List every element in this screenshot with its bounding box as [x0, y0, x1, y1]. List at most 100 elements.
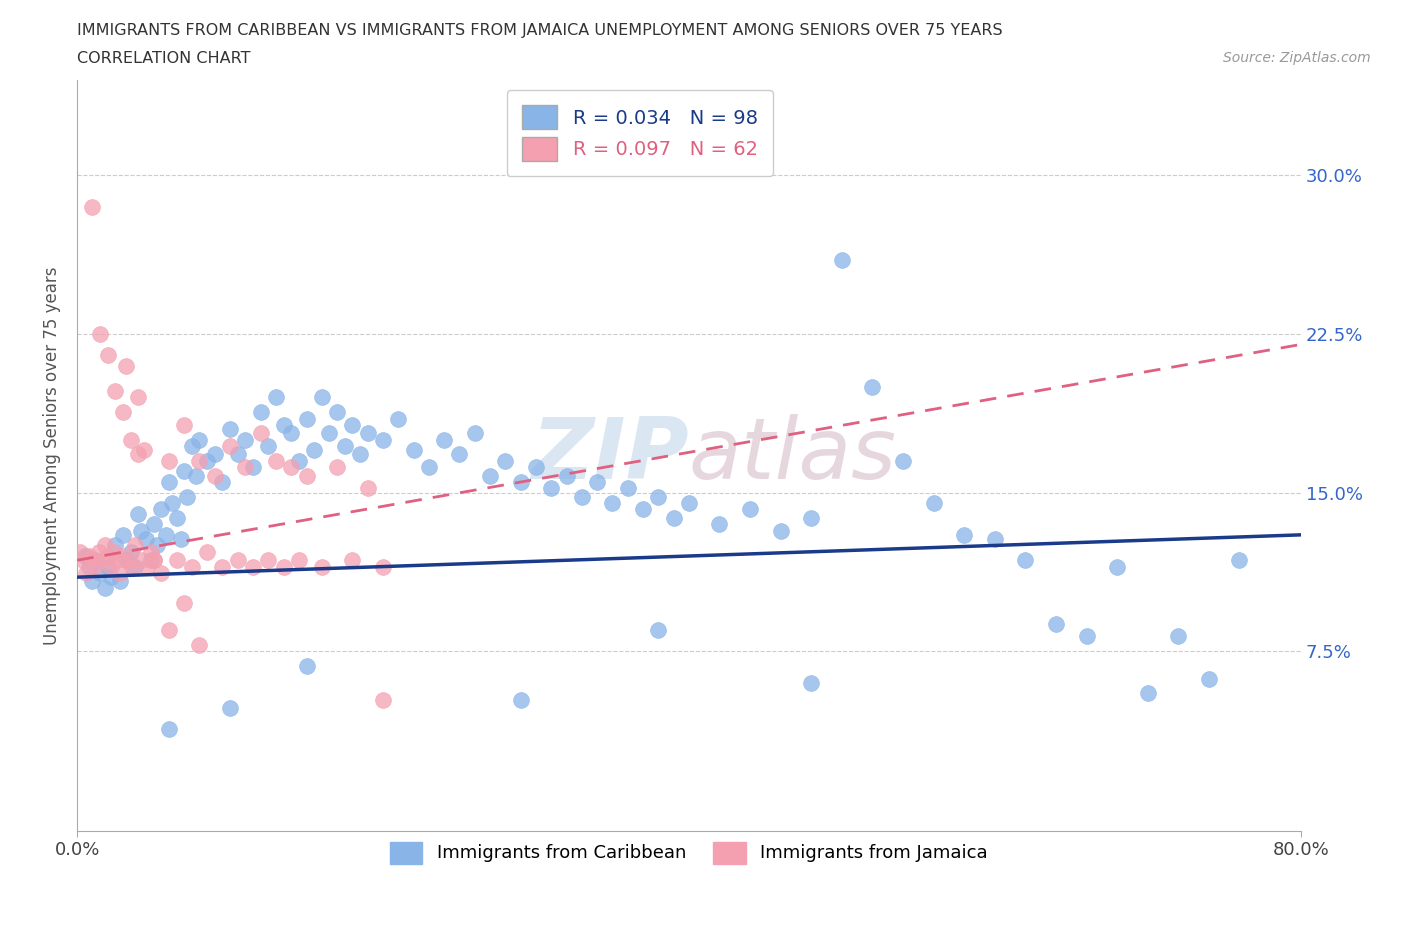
Point	[800, 511, 823, 525]
Point	[170, 532, 193, 547]
Point	[1014, 552, 1036, 567]
Point	[166, 511, 188, 525]
Point	[93, 538, 115, 552]
Point	[678, 496, 700, 511]
Point	[226, 447, 249, 462]
Point	[257, 439, 280, 454]
Point	[103, 544, 125, 559]
Point	[79, 549, 101, 564]
Point	[127, 506, 149, 521]
Point	[371, 559, 394, 574]
Point	[120, 544, 142, 559]
Text: CORRELATION CHART: CORRELATION CHART	[77, 51, 250, 66]
Point	[273, 418, 295, 432]
Point	[800, 675, 823, 690]
Point	[84, 559, 107, 574]
Point	[115, 358, 138, 373]
Point	[280, 459, 302, 474]
Point	[120, 432, 142, 447]
Point	[357, 481, 380, 496]
Point	[188, 454, 211, 469]
Point	[418, 459, 440, 474]
Point	[571, 489, 593, 504]
Point	[1076, 629, 1098, 644]
Point	[134, 443, 156, 458]
Point	[257, 552, 280, 567]
Point	[449, 447, 471, 462]
Text: Source: ZipAtlas.com: Source: ZipAtlas.com	[1223, 51, 1371, 65]
Point	[891, 454, 914, 469]
Point	[155, 527, 177, 542]
Point	[233, 432, 256, 447]
Point	[631, 502, 654, 517]
Point	[1167, 629, 1189, 644]
Point	[111, 549, 134, 564]
Point	[89, 565, 111, 580]
Point	[953, 527, 976, 542]
Point	[295, 658, 318, 673]
Text: atlas: atlas	[689, 414, 897, 497]
Point	[219, 701, 242, 716]
Point	[108, 565, 131, 580]
Point	[173, 418, 195, 432]
Point	[188, 637, 211, 652]
Point	[709, 517, 731, 532]
Point	[127, 390, 149, 405]
Point	[72, 552, 94, 567]
Point	[105, 552, 128, 567]
Point	[100, 559, 122, 574]
Point	[647, 622, 669, 637]
Point	[464, 426, 486, 441]
Point	[75, 565, 97, 580]
Point	[295, 411, 318, 426]
Point	[555, 468, 578, 483]
Point	[82, 200, 104, 215]
Point	[100, 570, 122, 585]
Point	[860, 379, 883, 394]
Point	[124, 538, 146, 552]
Point	[127, 447, 149, 462]
Point	[273, 559, 295, 574]
Point	[69, 544, 91, 559]
Point	[402, 443, 425, 458]
Point	[84, 552, 107, 567]
Point	[135, 532, 157, 547]
Point	[387, 411, 409, 426]
Point	[233, 459, 256, 474]
Point	[342, 418, 364, 432]
Point	[111, 405, 134, 419]
Point	[211, 474, 233, 489]
Point	[79, 559, 101, 574]
Point	[616, 481, 638, 496]
Point	[479, 468, 502, 483]
Point	[173, 595, 195, 610]
Point	[371, 432, 394, 447]
Legend: Immigrants from Caribbean, Immigrants from Jamaica: Immigrants from Caribbean, Immigrants fr…	[382, 834, 995, 870]
Point	[1136, 686, 1159, 701]
Point	[371, 693, 394, 708]
Point	[136, 559, 159, 574]
Point	[509, 474, 531, 489]
Point	[433, 432, 456, 447]
Point	[342, 552, 364, 567]
Point	[288, 454, 311, 469]
Point	[195, 454, 218, 469]
Point	[115, 552, 138, 567]
Point	[769, 524, 792, 538]
Point	[1198, 671, 1220, 686]
Point	[326, 459, 349, 474]
Point	[93, 580, 115, 595]
Point	[509, 693, 531, 708]
Point	[249, 426, 271, 441]
Point	[831, 252, 853, 267]
Point	[150, 502, 173, 517]
Point	[104, 538, 127, 552]
Point	[157, 454, 180, 469]
Point	[280, 426, 302, 441]
Point	[142, 552, 165, 567]
Point	[302, 443, 325, 458]
Point	[662, 511, 685, 525]
Point	[311, 390, 333, 405]
Point	[219, 439, 242, 454]
Point	[82, 552, 104, 567]
